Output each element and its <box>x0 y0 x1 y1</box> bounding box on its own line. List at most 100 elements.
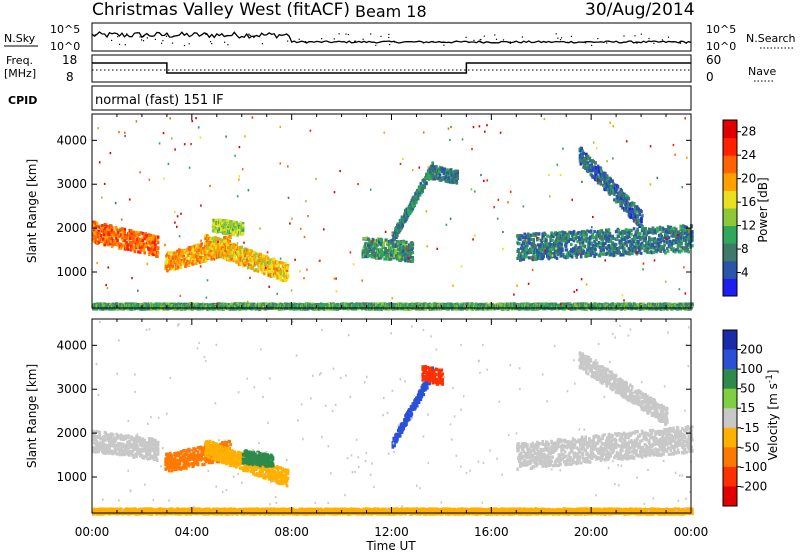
echo-cell <box>413 203 416 207</box>
echo-cell <box>261 270 264 274</box>
nsearch-dot <box>353 40 356 42</box>
echo-cell <box>191 245 194 249</box>
echo-cell <box>633 246 637 250</box>
echo-cell <box>590 241 594 245</box>
echo-cell <box>678 233 682 237</box>
nsearch-dot <box>161 42 163 44</box>
echo-cell <box>646 240 649 244</box>
echo-cell <box>438 173 442 177</box>
echo-cell <box>136 241 139 245</box>
echo-cell <box>640 219 643 224</box>
nsearch-dot <box>111 39 113 41</box>
echo-cell <box>579 241 582 245</box>
echo-cell <box>592 243 595 248</box>
echo-cell <box>653 245 656 249</box>
echo-cell <box>572 236 576 240</box>
echo-cell <box>599 252 603 256</box>
echo-cell <box>394 248 397 252</box>
echo-cell <box>181 260 185 265</box>
echo-cell <box>585 166 589 170</box>
echo-cell <box>225 254 228 258</box>
echo-cell <box>127 243 130 247</box>
echo-cell <box>221 238 225 242</box>
echo-cell <box>593 239 596 243</box>
echo-cell <box>210 257 213 261</box>
echo-cell <box>101 307 105 311</box>
echo-cell <box>212 253 216 257</box>
nsearch-dot <box>608 40 610 42</box>
echo-cell <box>674 248 678 252</box>
echo-cell <box>241 253 244 257</box>
echo-cell <box>632 249 636 253</box>
echo-cell <box>553 243 557 247</box>
echo-cell <box>129 236 132 240</box>
echo-cell <box>609 252 613 256</box>
echo-cell <box>396 244 399 248</box>
echo-cell <box>670 227 673 231</box>
echo-cell <box>534 244 537 248</box>
echo-cell <box>215 242 218 246</box>
echo-cell <box>608 192 612 196</box>
echo-cell <box>141 238 145 243</box>
cpid-label: CPID <box>8 94 37 107</box>
echo-cell <box>109 236 112 241</box>
echo-cell <box>530 248 534 252</box>
echo-cell <box>562 231 565 235</box>
echo-cell <box>662 246 665 250</box>
echo-cell <box>616 197 620 201</box>
nsearch-dot <box>591 44 593 46</box>
echo-cell <box>633 205 637 209</box>
echo-cell <box>392 252 395 256</box>
echo-cell <box>197 248 201 252</box>
echo-cell <box>154 243 157 247</box>
echo-cell <box>639 231 642 236</box>
echo-cell <box>593 169 596 173</box>
echo-cell <box>663 240 666 244</box>
echo-cell <box>573 246 577 251</box>
echo-cell <box>426 175 430 179</box>
echo-cell <box>273 258 276 262</box>
echo-cell <box>588 242 592 246</box>
echo-cell <box>121 233 125 237</box>
echo-cell <box>385 249 388 253</box>
echo-cell <box>652 240 656 244</box>
echo-cell <box>241 250 244 254</box>
echo-cell <box>587 251 590 255</box>
echo-cell <box>660 236 664 240</box>
echo-cell <box>670 246 673 250</box>
echo-cell <box>209 241 213 245</box>
echo-cell <box>244 247 247 251</box>
freq-tick-low: 8 <box>66 70 74 84</box>
freq-label: Freq. <box>6 54 33 67</box>
echo-cell <box>230 257 234 261</box>
echo-cell <box>612 237 615 241</box>
echo-cell <box>552 246 555 250</box>
echo-cell <box>157 307 160 311</box>
echo-cell <box>602 177 605 181</box>
echo-cell <box>528 249 532 253</box>
nsky-label: N.Sky <box>4 32 36 45</box>
echo-cell <box>657 243 661 247</box>
echo-cell <box>439 177 443 182</box>
echo-cell <box>550 255 553 259</box>
echo-cell <box>372 247 375 251</box>
echo-cell <box>365 236 368 240</box>
echo-cell <box>641 214 644 218</box>
echo-cell <box>258 307 262 311</box>
echo-cell <box>520 250 524 254</box>
echo-cell <box>361 249 365 253</box>
echo-cell <box>560 254 563 258</box>
echo-cell <box>123 230 127 235</box>
nsearch-dot <box>205 33 207 35</box>
echo-cell <box>519 246 523 250</box>
echo-cell <box>245 248 249 252</box>
echo-cell <box>237 222 240 226</box>
echo-cell <box>216 239 219 243</box>
echo-cell <box>613 247 616 251</box>
echo-cell <box>670 234 673 238</box>
echo-cell <box>569 237 572 241</box>
echo-cell <box>684 238 688 242</box>
echo-cell <box>263 258 266 262</box>
echo-cell <box>598 245 602 249</box>
nsearch-dot <box>480 41 482 43</box>
